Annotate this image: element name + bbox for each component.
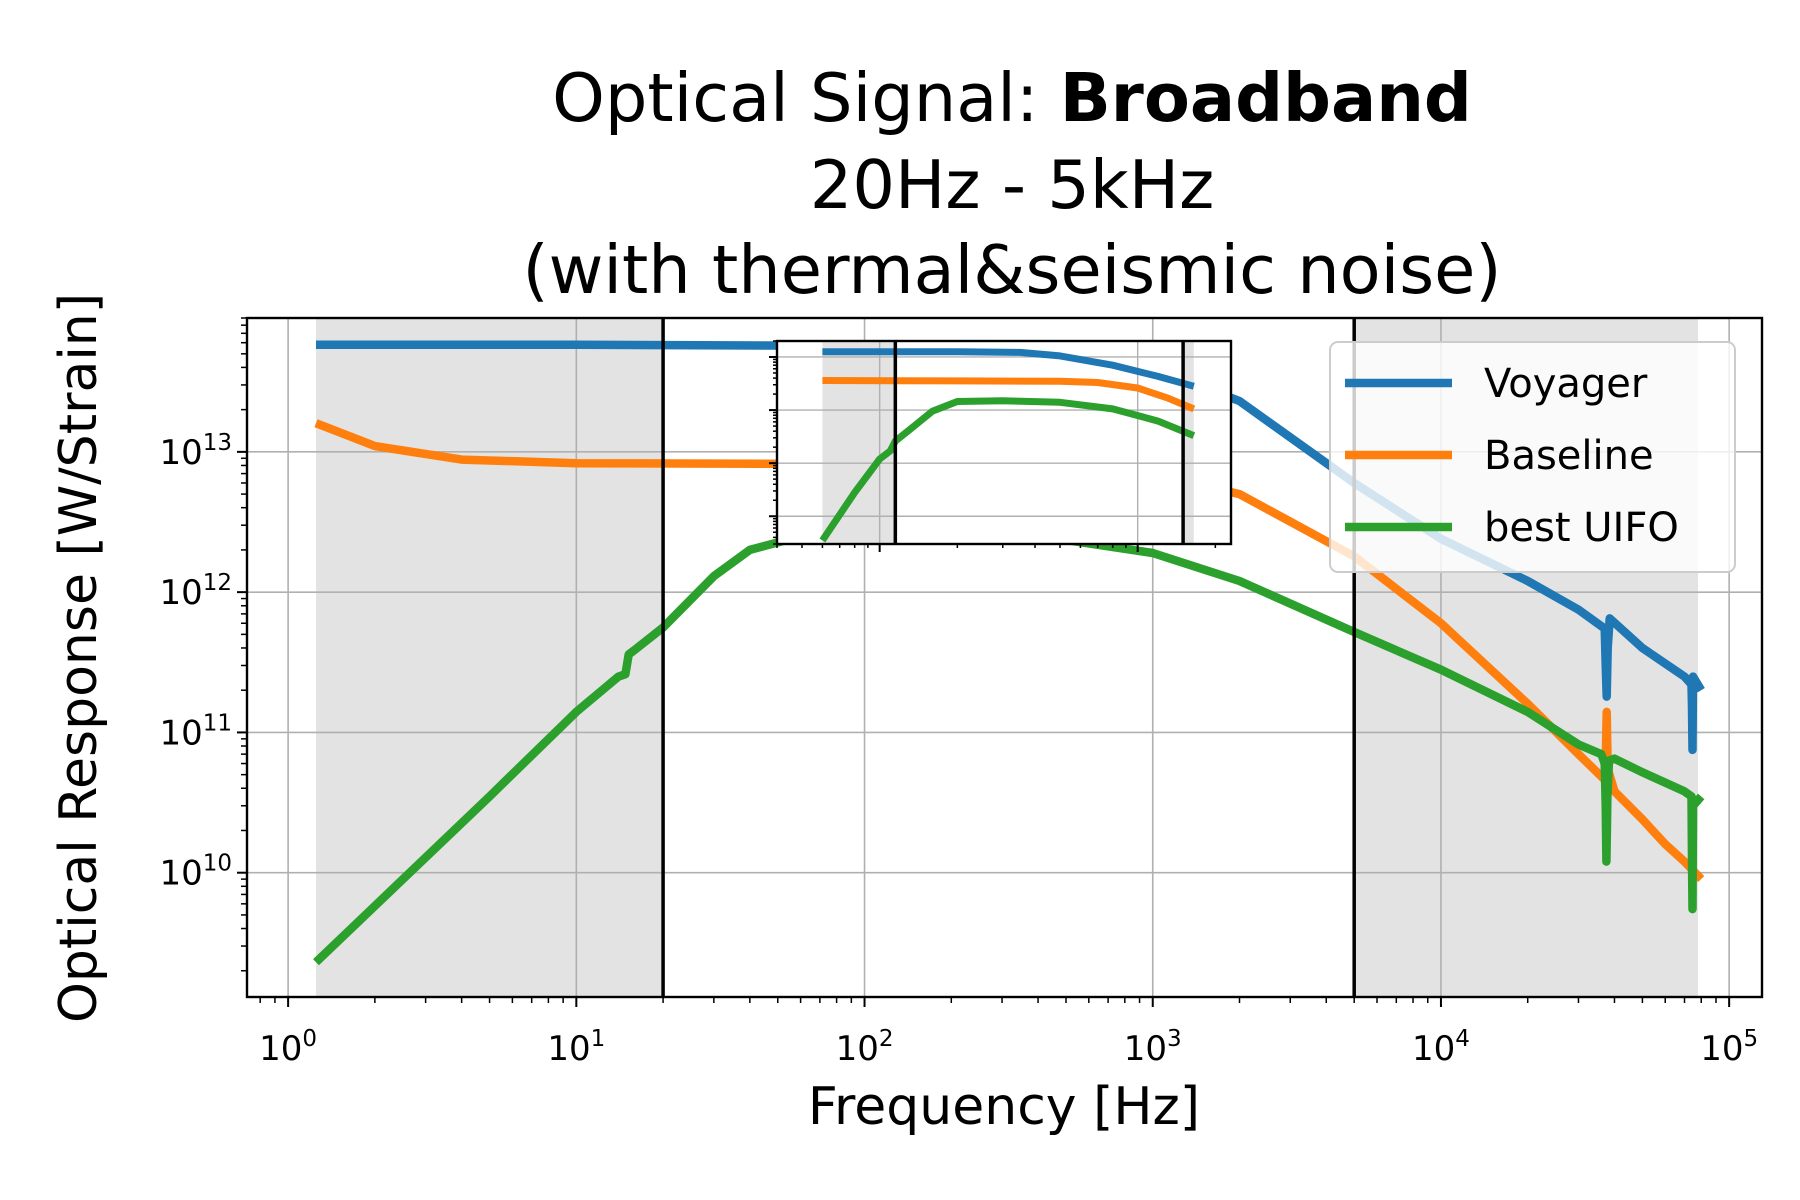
inset-series-voyager (822, 348, 1195, 390)
inset-shaded-band-1 (1183, 341, 1194, 544)
x-tick-base: 10 (836, 1029, 879, 1069)
x-tick-label: 103 (1124, 1026, 1182, 1069)
x-tick-exp: 4 (1455, 1026, 1470, 1052)
inset-band-edge-lines (893, 341, 1185, 544)
y-tick-label: 1011 (159, 710, 232, 753)
y-tick-base: 10 (159, 573, 202, 613)
inset-grid-lines (777, 341, 1231, 544)
y-tick-base: 10 (159, 713, 202, 753)
y-tick-label: 1012 (159, 570, 232, 613)
inset-shaded-band-0 (822, 341, 896, 544)
y-tick-exp: 10 (203, 851, 232, 877)
legend-label: Baseline (1484, 433, 1654, 479)
inset-axis-ticks (769, 340, 1217, 552)
legend-box (1329, 341, 1736, 573)
y-tick-base: 10 (159, 433, 202, 473)
x-tick-base: 10 (1412, 1029, 1455, 1069)
y-tick-exp: 13 (203, 430, 232, 456)
chart-title-line2: 20Hz - 5kHz (810, 146, 1215, 224)
x-tick-exp: 3 (1167, 1026, 1182, 1052)
shaded-band-0 (316, 318, 664, 997)
series-baseline (314, 419, 1705, 883)
legend-label: Voyager (1484, 361, 1648, 407)
x-tick-base: 10 (1124, 1029, 1167, 1069)
y-tick-base: 10 (159, 854, 202, 894)
y-tick-exp: 12 (203, 570, 232, 596)
x-tick-label: 101 (547, 1026, 605, 1069)
x-tick-label: 104 (1412, 1026, 1470, 1069)
x-tick-label: 100 (259, 1026, 317, 1069)
x-tick-exp: 0 (302, 1026, 317, 1052)
x-tick-exp: 5 (1743, 1026, 1758, 1052)
chart-title-line1: Optical Signal: Broadband (552, 59, 1472, 137)
y-tick-exp: 11 (203, 710, 232, 736)
y-axis-label: Optical Response [W/Strain] (49, 293, 109, 1023)
inset-series-best-uifo (819, 397, 1196, 543)
inset-frame (775, 339, 1233, 546)
chart-title-bold: Broadband (1060, 59, 1472, 137)
y-tick-label: 1013 (159, 430, 232, 473)
legend-label: best UIFO (1484, 505, 1679, 551)
x-tick-exp: 1 (591, 1026, 606, 1052)
x-tick-label: 105 (1700, 1026, 1758, 1069)
x-tick-exp: 2 (879, 1026, 894, 1052)
x-tick-base: 10 (1700, 1029, 1743, 1069)
x-tick-base: 10 (259, 1029, 302, 1069)
chart-title-prefix: Optical Signal: (552, 59, 1060, 137)
inset-shaded-bands (822, 341, 1194, 544)
x-tick-label: 102 (836, 1026, 894, 1069)
inset-series-baseline (822, 377, 1196, 413)
x-axis-label: Frequency [Hz] (808, 1077, 1200, 1137)
inset-data-series (819, 348, 1196, 543)
legend: Voyager Baseline best UIFO (1329, 341, 1736, 573)
x-tick-base: 10 (547, 1029, 590, 1069)
plot-frame (245, 316, 1764, 999)
y-tick-label: 1010 (159, 851, 232, 894)
chart-title-line3: (with thermal&seismic noise) (522, 231, 1501, 309)
